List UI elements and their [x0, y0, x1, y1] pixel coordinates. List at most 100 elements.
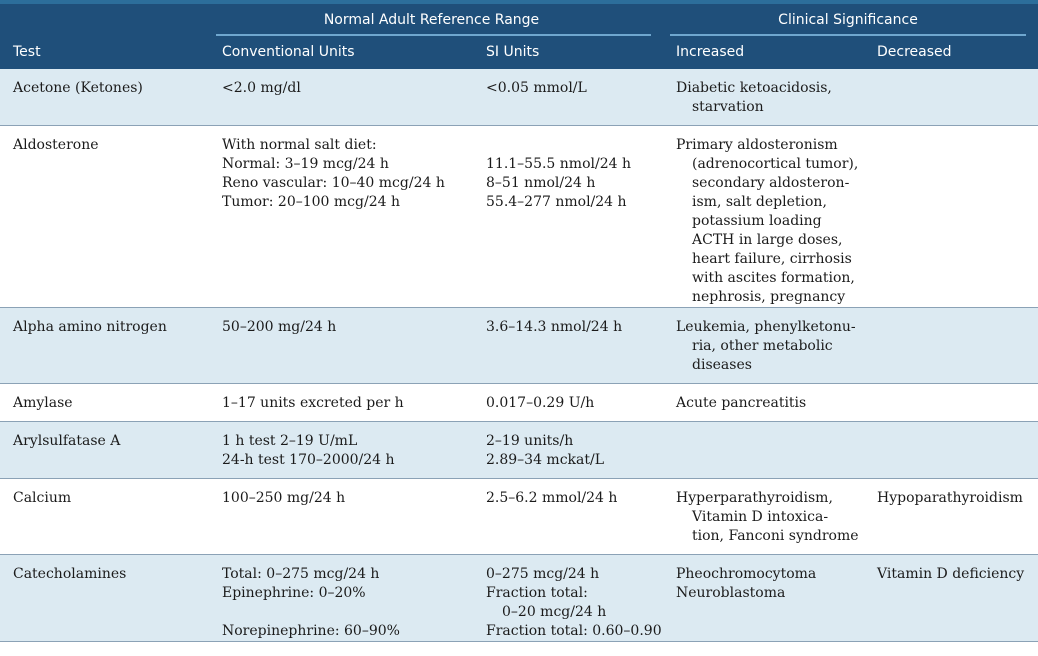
- cell-line: 0–20 mcg/24 h: [502, 603, 607, 620]
- column-header-increased: Increased: [676, 44, 745, 60]
- cell-line: Amylase: [13, 394, 73, 411]
- cell-line: Diabetic ketoacidosis,: [676, 80, 832, 96]
- cell-decreased: Vitamin D deficiency: [871, 554, 1038, 642]
- column-header-test: Test: [13, 44, 41, 60]
- cell-line: with ascites formation,: [692, 269, 855, 286]
- column-header-si-units: SI Units: [486, 44, 540, 60]
- cell-line: secondary aldosteron-: [692, 174, 850, 191]
- cell-line: 0–275 mcg/24 h: [486, 565, 600, 582]
- cell-conventional-units: 1 h test 2–19 U/mL 24-h test 170–2000/24 …: [216, 421, 480, 479]
- cell-decreased: Hypoparathyroidism: [871, 478, 1038, 555]
- table-row: Aldosterone With normal salt diet: Normal:…: [0, 125, 1038, 308]
- cell-line: 0.017–0.29 U/h: [486, 394, 595, 411]
- cell-line: nephrosis, pregnancy: [692, 288, 846, 305]
- cell-line: Hyperparathyroidism,: [676, 489, 833, 506]
- cell-si-units: 3.6–14.3 nmol/24 h: [480, 307, 670, 384]
- cell-line: Epinephrine: 0–20%: [222, 584, 366, 601]
- cell-si-units: 0.017–0.29 U/h: [480, 383, 670, 422]
- cell-line: potassium loading: [692, 212, 822, 229]
- cell-line: 1–17 units excreted per h: [222, 394, 404, 411]
- cell-line: 24-h test 170–2000/24 h: [222, 451, 395, 468]
- group-rule-reference: [216, 34, 651, 36]
- group-header-clinical-significance: Clinical Significance: [778, 12, 918, 28]
- group-header-reference-range: Normal Adult Reference Range: [323, 12, 540, 28]
- reference-table-body: Acetone (Ketones) <2.0 mg/dl <0.05 mmol/L D…: [0, 69, 1038, 642]
- cell-test: Alpha amino nitrogen: [0, 307, 216, 384]
- cell-line: <2.0 mg/dl: [222, 80, 301, 96]
- cell-si-units: 11.1–55.5 nmol/24 h 8–51 nmol/24 h 55.4–27…: [480, 125, 670, 308]
- cell-test: Catecholamines: [0, 554, 216, 642]
- table-row: Alpha amino nitrogen 50–200 mg/24 h 3.6–14…: [0, 307, 1038, 384]
- cell-line: ria, other metabolic: [692, 337, 833, 354]
- cell-line: diseases: [692, 356, 752, 373]
- cell-test: Calcium: [0, 478, 216, 555]
- cell-si-units: 0–275 mcg/24 h Fraction total: 0–20 mcg/24…: [480, 554, 670, 642]
- cell-line: Vitamin D deficiency: [877, 565, 1025, 582]
- cell-line: Leukemia, phenylketonu-: [676, 318, 856, 335]
- cell-test: Arylsulfatase A: [0, 421, 216, 479]
- cell-line: 1 h test 2–19 U/mL: [222, 432, 358, 449]
- cell-line: 3.6–14.3 nmol/24 h: [486, 318, 623, 335]
- cell-line: 2–19 units/h: [486, 432, 574, 449]
- cell-line: heart failure, cirrhosis: [692, 250, 852, 267]
- table-row: Amylase 1–17 units excreted per h 0.017–0.…: [0, 383, 1038, 422]
- cell-line: Total: 0–275 mcg/24 h: [222, 565, 380, 582]
- cell-increased: Primary aldosteronism (adrenocortical tum…: [670, 125, 871, 308]
- group-rule-clinical: [670, 34, 1026, 36]
- cell-line: [222, 603, 480, 622]
- cell-line: Hypoparathyroidism: [877, 489, 1023, 506]
- cell-test: Aldosterone: [0, 125, 216, 308]
- cell-increased: [670, 421, 871, 479]
- cell-line: Fraction total: 0.60–0.90: [486, 622, 662, 639]
- cell-line: starvation: [692, 99, 764, 115]
- cell-line: Arylsulfatase A: [13, 432, 121, 449]
- cell-line: Neuroblastoma: [676, 584, 786, 601]
- cell-conventional-units: Total: 0–275 mcg/24 h Epinephrine: 0–20% …: [216, 554, 480, 642]
- table-row: Catecholamines Total: 0–275 mcg/24 h Epine…: [0, 554, 1038, 642]
- cell-decreased: [871, 69, 1038, 126]
- cell-test: Amylase: [0, 383, 216, 422]
- cell-line: ism, salt depletion,: [692, 193, 827, 210]
- cell-line: 2.5–6.2 mmol/24 h: [486, 489, 618, 506]
- cell-line: 55.4–277 nmol/24 h: [486, 193, 627, 210]
- table-header: Normal Adult Reference Range Clinical Si…: [0, 0, 1038, 69]
- cell-line: Primary aldosteronism: [676, 136, 838, 153]
- cell-line: Calcium: [13, 489, 72, 506]
- cell-increased: Pheochromocytoma Neuroblastoma: [670, 554, 871, 642]
- cell-conventional-units: 100–250 mg/24 h: [216, 478, 480, 555]
- cell-si-units: <0.05 mmol/L: [480, 69, 670, 126]
- column-header-decreased: Decreased: [877, 44, 952, 60]
- cell-line: [486, 136, 670, 155]
- table-row: Acetone (Ketones) <2.0 mg/dl <0.05 mmol/L D…: [0, 69, 1038, 126]
- cell-line: 100–250 mg/24 h: [222, 489, 346, 506]
- cell-increased: Diabetic ketoacidosis, starvation: [670, 69, 871, 126]
- cell-test: Acetone (Ketones): [0, 69, 216, 126]
- cell-line: 2.89–34 mckat/L: [486, 451, 605, 468]
- cell-line: ACTH in large doses,: [692, 231, 843, 248]
- cell-line: 50–200 mg/24 h: [222, 318, 337, 335]
- table-row: Arylsulfatase A 1 h test 2–19 U/mL 24-h te…: [0, 421, 1038, 479]
- cell-line: (adrenocortical tumor),: [692, 155, 859, 172]
- table-row: Calcium 100–250 mg/24 h 2.5–6.2 mmol/24 h H…: [0, 478, 1038, 555]
- cell-conventional-units: 1–17 units excreted per h: [216, 383, 480, 422]
- cell-decreased: [871, 421, 1038, 479]
- cell-line: 11.1–55.5 nmol/24 h: [486, 155, 631, 172]
- cell-decreased: [871, 125, 1038, 308]
- cell-line: Alpha amino nitrogen: [13, 318, 167, 335]
- cell-conventional-units: With normal salt diet: Normal: 3–19 mcg/2…: [216, 125, 480, 308]
- cell-line: Catecholamines: [13, 565, 127, 582]
- cell-line: Normal: 3–19 mcg/24 h: [222, 155, 389, 172]
- cell-line: Vitamin D intoxica-: [692, 508, 829, 525]
- cell-line: Pheochromocytoma: [676, 565, 817, 582]
- cell-line: Aldosterone: [13, 136, 99, 153]
- cell-si-units: 2–19 units/h 2.89–34 mckat/L: [480, 421, 670, 479]
- cell-line: Norepinephrine: 60–90%: [222, 622, 400, 639]
- cell-line: 8–51 nmol/24 h: [486, 174, 596, 191]
- cell-line: <0.05 mmol/L: [486, 80, 587, 96]
- cell-si-units: 2.5–6.2 mmol/24 h: [480, 478, 670, 555]
- cell-increased: Acute pancreatitis: [670, 383, 871, 422]
- cell-line: Tumor: 20–100 mcg/24 h: [222, 193, 400, 210]
- cell-line: Fraction total:: [486, 584, 588, 601]
- cell-decreased: [871, 383, 1038, 422]
